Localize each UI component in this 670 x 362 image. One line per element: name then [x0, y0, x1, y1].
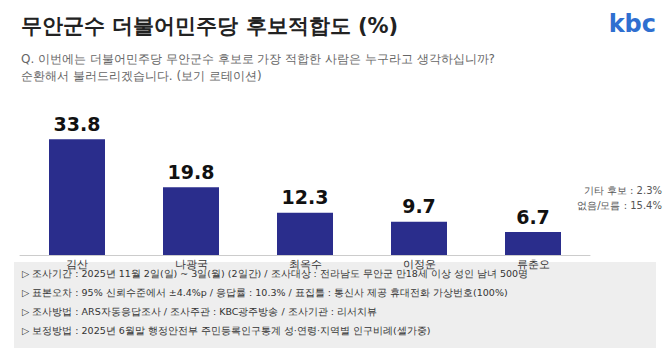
svg-text:이정운: 이정운 — [403, 258, 436, 271]
svg-text:류춘오: 류춘오 — [517, 258, 550, 271]
svg-text:기타 후보 : 2.3%: 기타 후보 : 2.3% — [584, 185, 662, 196]
svg-text:19.8: 19.8 — [168, 161, 215, 183]
svg-text:▷ 보정방법 : 2025년 6월말 행정안전부 주민등록인: ▷ 보정방법 : 2025년 6월말 행정안전부 주민등록인구통계 성·연령·지… — [22, 325, 430, 336]
svg-text:▷ 표본오차 : 95% 신뢰수준에서 ±4.4%p / 응: ▷ 표본오차 : 95% 신뢰수준에서 ±4.4%p / 응답률 : 10.3%… — [22, 287, 508, 298]
svg-text:12.3: 12.3 — [282, 186, 329, 208]
svg-text:▷ 조사방법 : ARS자동응답조사 / 조사주관 : KB: ▷ 조사방법 : ARS자동응답조사 / 조사주관 : KBC광주방송 / 조사… — [22, 306, 377, 317]
svg-text:김산: 김산 — [66, 258, 88, 271]
svg-text:kbc: kbc — [609, 10, 656, 38]
svg-text:Q. 이번에는 더불어민주당 무안군수 후보로 가장 적합한: Q. 이번에는 더불어민주당 무안군수 후보로 가장 적합한 사람은 누구라고 … — [21, 52, 495, 66]
svg-text:33.8: 33.8 — [54, 113, 101, 135]
svg-text:9.7: 9.7 — [402, 195, 436, 217]
svg-text:6.7: 6.7 — [516, 206, 550, 228]
svg-text:순환해서 불러드리겠습니다. (보기 로테이션): 순환해서 불러드리겠습니다. (보기 로테이션) — [21, 69, 262, 83]
svg-text:무안군수 더불어민주당 후보적합도 (%): 무안군수 더불어민주당 후보적합도 (%) — [21, 14, 398, 38]
svg-text:최옥수: 최옥수 — [289, 258, 322, 271]
svg-text:▷ 조사기간 : 2025년 11월 2일(일) ~ 3일(: ▷ 조사기간 : 2025년 11월 2일(일) ~ 3일(월) (2일간) /… — [22, 268, 528, 279]
svg-text:없음/모름 : 15.4%: 없음/모름 : 15.4% — [577, 200, 662, 211]
svg-text:나광국: 나광국 — [175, 258, 208, 271]
